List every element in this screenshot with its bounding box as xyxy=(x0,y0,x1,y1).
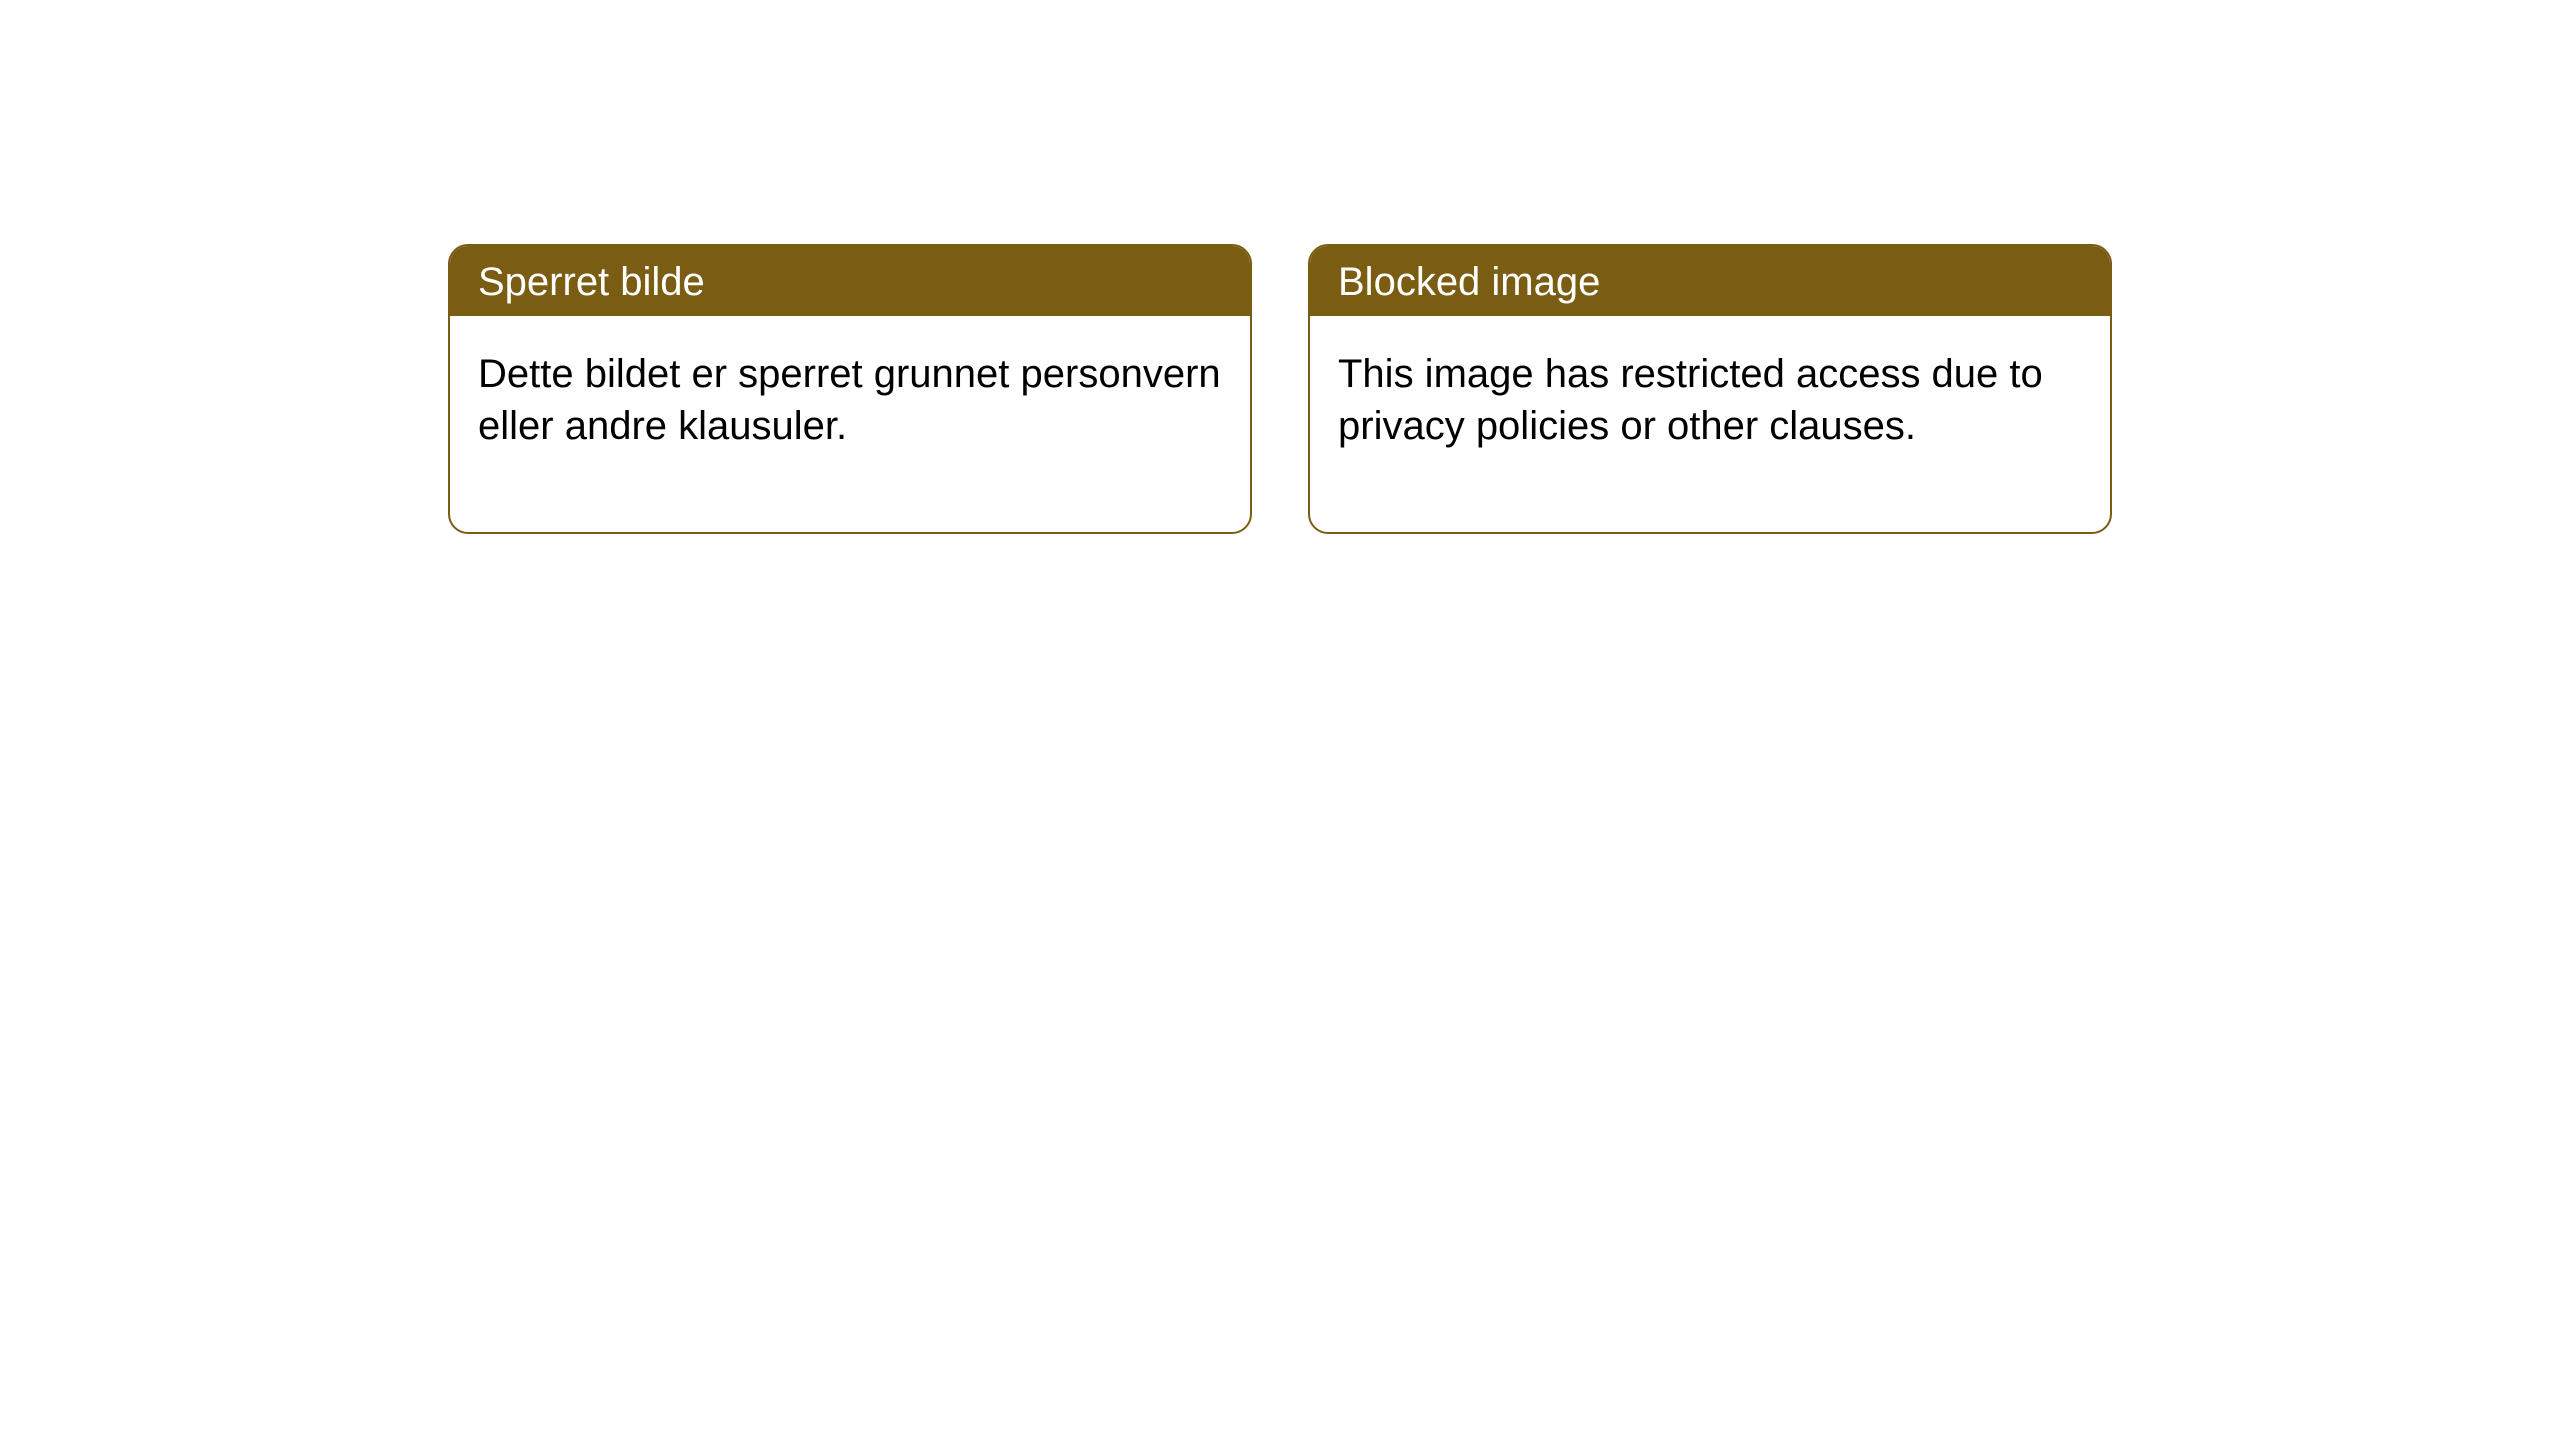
notice-card-norwegian: Sperret bilde Dette bildet er sperret gr… xyxy=(448,244,1252,534)
card-header-norwegian: Sperret bilde xyxy=(450,246,1250,316)
card-body-norwegian: Dette bildet er sperret grunnet personve… xyxy=(450,316,1250,532)
card-header-english: Blocked image xyxy=(1310,246,2110,316)
notice-card-english: Blocked image This image has restricted … xyxy=(1308,244,2112,534)
notice-container: Sperret bilde Dette bildet er sperret gr… xyxy=(448,244,2112,534)
card-body-english: This image has restricted access due to … xyxy=(1310,316,2110,532)
